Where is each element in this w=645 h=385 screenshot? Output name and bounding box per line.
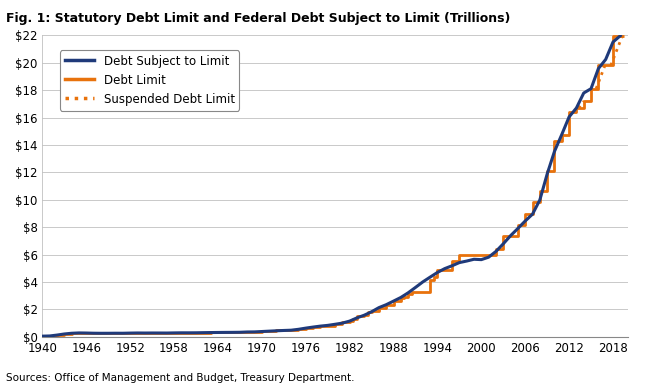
Text: Sources: Office of Management and Budget, Treasury Department.: Sources: Office of Management and Budget… [6,373,355,383]
Legend: Debt Subject to Limit, Debt Limit, Suspended Debt Limit: Debt Subject to Limit, Debt Limit, Suspe… [60,50,239,110]
Text: Fig. 1: Statutory Debt Limit and Federal Debt Subject to Limit (Trillions): Fig. 1: Statutory Debt Limit and Federal… [6,12,511,25]
